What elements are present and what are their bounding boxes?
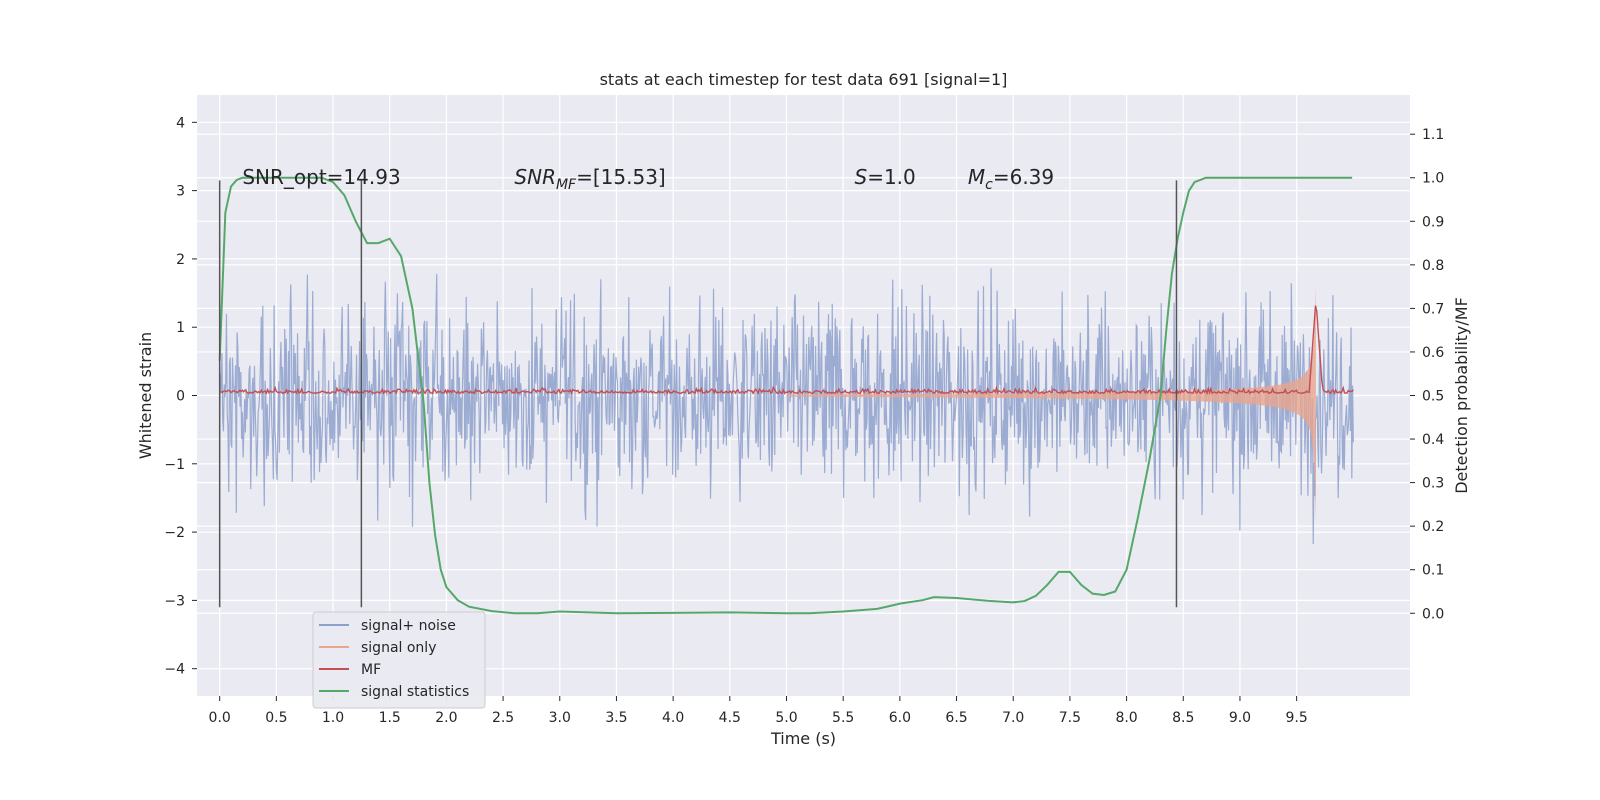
y-axis-label: Whitened strain [136,332,155,459]
x-tick-label-7: 3.5 [605,710,627,726]
x-tick-label-16: 8.0 [1115,710,1137,726]
y-tick-label-1: −3 [164,593,185,609]
legend-box [312,611,486,709]
annotation-2: S=1.0 [855,165,916,189]
x-tick-label-4: 2.0 [435,710,457,726]
y-tick-label-5: 1 [176,320,185,336]
y-tick-label-4: 0 [176,389,185,405]
y2-tick-label-6: 0.6 [1422,345,1444,361]
x-tick-label-2: 1.0 [322,710,344,726]
legend: signal+ noise signal only MF signal statist… [312,611,486,709]
y-tick-label-7: 3 [176,184,185,200]
y2-tick-label-11: 1.1 [1422,127,1444,143]
y-axis-right-label: Detection probability/MF [1452,297,1471,494]
y2-tick-label-0: 0.0 [1422,606,1444,622]
chart-title: stats at each timestep for test data 691… [600,70,1008,89]
y2-tick-label-9: 0.9 [1422,214,1444,230]
vertical-markers [218,180,1178,608]
x-tick-label-17: 8.5 [1172,710,1194,726]
y2-tick-label-1: 0.1 [1422,563,1444,579]
y2-tick-label-3: 0.3 [1422,476,1444,492]
x-axis-label: Time (s) [770,729,836,748]
y-tick-label-0: −4 [164,662,185,678]
x-tick-label-9: 4.5 [719,710,741,726]
y2-tick-label-2: 0.2 [1422,519,1444,535]
legend-label-1: signal only [361,640,436,656]
y2-tick-label-8: 0.8 [1422,258,1444,274]
series-signal-statistics [218,176,1353,615]
series-mf [219,305,1354,396]
y2-tick-label-4: 0.4 [1422,432,1444,448]
x-tick-label-11: 5.5 [832,710,854,726]
x-tick-label-0: 0.0 [209,710,231,726]
x-tick-label-18: 9.0 [1229,710,1251,726]
x-tick-label-12: 6.0 [889,710,911,726]
legend-label-3: signal statistics [361,684,469,700]
annotations: SNR_opt=14.93 SNRMF=[15.53] S=1.0 Mc=6.39 [242,165,1054,193]
annotation-0: SNR_opt=14.93 [242,165,400,189]
x-tick-label-5: 2.5 [492,710,514,726]
y-tick-label-3: −1 [164,457,185,473]
x-tick-label-15: 7.5 [1059,710,1081,726]
y2-tick-label-5: 0.5 [1422,389,1444,405]
y2-tick-label-7: 0.7 [1422,301,1444,317]
y-tick-label-8: 4 [176,115,185,131]
series-signal-noise [219,268,1354,545]
x-tick-label-6: 3.0 [549,710,571,726]
series-layer [218,176,1354,615]
legend-label-0: signal+ noise [361,618,456,634]
y2-tick-label-10: 1.0 [1422,171,1444,187]
x-tick-label-14: 7.0 [1002,710,1024,726]
legend-label-2: MF [361,662,381,678]
y-tick-label-6: 2 [176,252,185,268]
x-tick-label-19: 9.5 [1286,710,1308,726]
y-tick-label-2: −2 [164,525,185,541]
x-tick-label-3: 1.5 [379,710,401,726]
x-tick-label-10: 5.0 [775,710,797,726]
annotation-1: SNRMF=[15.53] [514,165,665,193]
x-tick-label-8: 4.0 [662,710,684,726]
x-tick-label-13: 6.5 [945,710,967,726]
axes: 0.0 0.5 1.0 1.5 2.0 2.5 3.0 3.5 4.0 4.5 5.0 5.5 6.0 6… [164,115,1444,726]
x-tick-label-1: 0.5 [265,710,287,726]
annotation-3: Mc=6.39 [968,165,1054,193]
